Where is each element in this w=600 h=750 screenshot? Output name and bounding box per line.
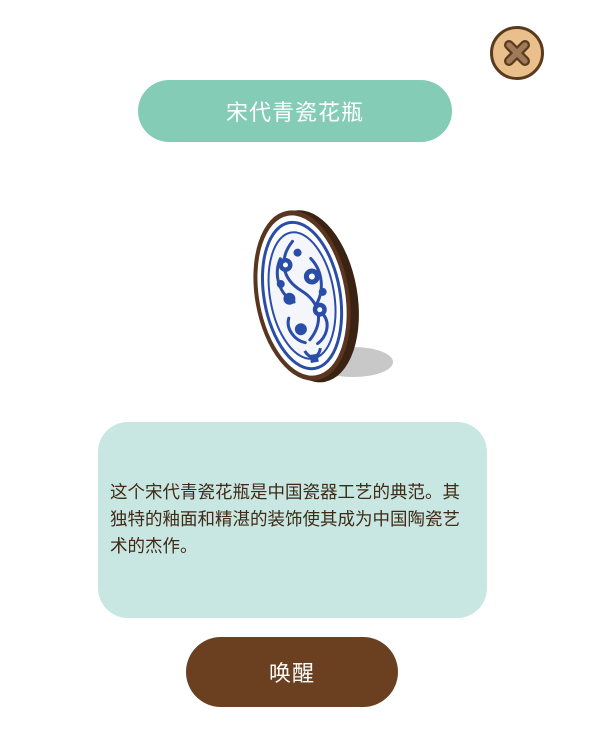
awaken-button[interactable]: 唤醒 [186, 637, 398, 707]
item-title-banner: 宋代青瓷花瓶 [138, 80, 452, 142]
close-icon [504, 40, 530, 66]
blue-white-porcelain-plate-icon [253, 210, 393, 383]
item-description: 这个宋代青瓷花瓶是中国瓷器工艺的典范。其独特的釉面和精湛的装饰使其成为中国陶瓷艺… [110, 482, 460, 557]
item-description-panel: 这个宋代青瓷花瓶是中国瓷器工艺的典范。其独特的釉面和精湛的装饰使其成为中国陶瓷艺… [98, 422, 487, 618]
item-title: 宋代青瓷花瓶 [225, 101, 364, 126]
awaken-button-label: 唤醒 [268, 662, 315, 687]
close-button[interactable] [490, 26, 544, 80]
